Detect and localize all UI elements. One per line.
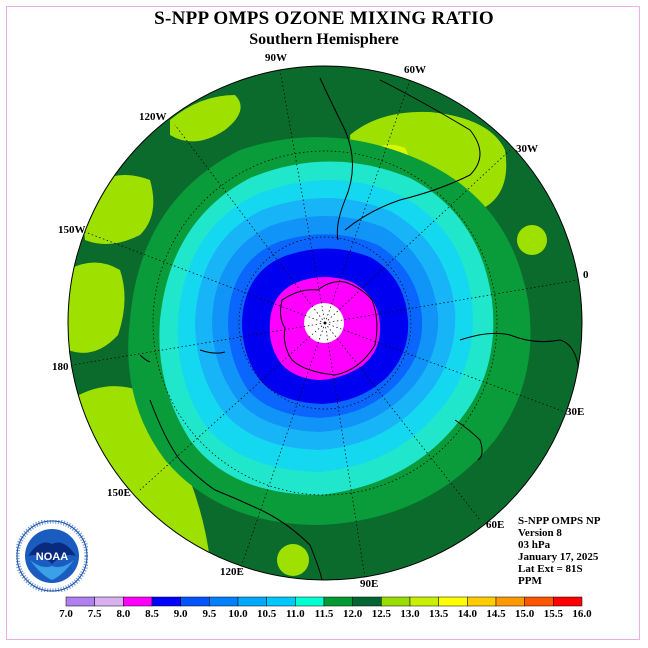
colorbar-tick-label: 7.5 [88, 608, 102, 620]
coastlines [139, 77, 581, 580]
colorbar-tick-label: 9.5 [202, 608, 216, 620]
colorbar-segment [237, 596, 267, 607]
page-frame [6, 6, 640, 640]
ozone-high-blob [277, 544, 309, 576]
colorbar-tick-label: 8.5 [145, 608, 159, 620]
colorbar-tick-label: 14.0 [458, 608, 478, 620]
lon-label: 90W [265, 52, 287, 64]
colorbar-segment [467, 596, 497, 607]
colorbar-tick-label: 15.0 [515, 608, 535, 620]
lon-label: 150E [107, 487, 131, 499]
info-line: S-NPP OMPS NP [518, 515, 601, 527]
meridian-line [324, 79, 411, 324]
colorbar-tick-label: 11.0 [286, 608, 305, 620]
lon-label: 60W [404, 64, 426, 76]
colorbar-segment [65, 596, 95, 607]
colorbar-tick-label: 8.0 [116, 608, 130, 620]
colorbar-segment [266, 596, 296, 607]
meridian-line [71, 322, 326, 366]
colorbar-segment [295, 596, 325, 607]
lon-label: 60E [486, 519, 504, 531]
meridian-line [324, 279, 579, 324]
colorbar-tick-label: 12.0 [343, 608, 363, 620]
ozone-high-blob [170, 95, 241, 142]
lon-label: 30W [516, 143, 538, 155]
colorbar-segment [524, 596, 554, 607]
ozone-high-blob [517, 225, 547, 255]
info-line: 03 hPa [518, 539, 551, 551]
lon-label: 150W [58, 224, 86, 236]
africa-coast [459, 332, 581, 381]
map-subtitle: Southern Hemisphere [249, 31, 399, 48]
meridian-line [174, 124, 326, 324]
lon-label: 120E [220, 566, 244, 578]
map-title: S-NPP OMPS OZONE MIXING RATIO [154, 8, 494, 29]
colorbar-segment [438, 596, 468, 607]
colorbar-tick-label: 13.5 [429, 608, 449, 620]
lon-label: 120W [139, 111, 167, 123]
meridian-line [324, 322, 481, 521]
south-america-coast [319, 77, 353, 241]
colorbar-segment [323, 596, 353, 607]
colorbar-segment [352, 596, 382, 607]
latitude-circle [238, 236, 412, 410]
ozone-high-blob [70, 386, 210, 560]
meridian-line [324, 322, 366, 579]
island-coast [139, 354, 151, 363]
colorbar-tick-label: 13.0 [400, 608, 420, 620]
info-line: Lat Ext = 81S [518, 563, 583, 575]
madagascar-coast [454, 419, 483, 461]
colorbar-tick-label: 11.5 [315, 608, 334, 620]
colorbar-segment [180, 596, 210, 607]
colorbar-segment [123, 596, 153, 607]
colorbar-tick-label: 16.0 [572, 608, 592, 620]
colorbar-segment [151, 596, 181, 607]
colorbar-tick-label: 12.5 [372, 608, 392, 620]
info-line: Version 8 [518, 527, 562, 539]
colorbar-segment [381, 596, 411, 607]
colorbar-tick-label: 10.5 [257, 608, 277, 620]
colorbar-segment [553, 596, 583, 607]
longitude-labels: 90W 60W 120W 30W 150W 0 180 30E 150E 60E… [52, 52, 589, 590]
ozone-field [68, 66, 582, 580]
ozone-high-blob [68, 262, 125, 353]
info-line: January 17, 2025 [518, 551, 599, 563]
info-line: PPM [518, 575, 542, 587]
lon-label: 0 [583, 269, 589, 281]
colorbar-segment [209, 596, 239, 607]
meridian-line [324, 322, 566, 413]
graticule [71, 69, 579, 579]
noaa-logo-text: NOAA [36, 551, 68, 563]
colorbar-tick-label: 7.0 [59, 608, 73, 620]
map-boundary [67, 65, 583, 581]
colorbar-segment [94, 596, 124, 607]
new-zealand-coast [199, 349, 226, 354]
colorbar-tick-label: 15.5 [544, 608, 564, 620]
antarctica-coast [280, 281, 378, 376]
colorbar-segment [495, 596, 525, 607]
meridian-line [84, 231, 326, 324]
south-america-coast [344, 79, 481, 231]
australia-coast [149, 399, 323, 580]
meridian-line [139, 322, 326, 491]
latitude-circle [152, 150, 498, 496]
colorbar-segment [409, 596, 439, 607]
meridian-line [279, 69, 326, 324]
noaa-logo-icon: NOAA [16, 520, 88, 592]
lon-label: 180 [52, 361, 69, 373]
colorbar-tick-label: 10.0 [228, 608, 248, 620]
product-info: S-NPP OMPS NP Version 8 03 hPa January 1… [518, 515, 601, 587]
lon-label: 90E [360, 578, 378, 590]
colorbar-tick-label: 9.0 [174, 608, 188, 620]
lon-label: 30E [566, 406, 584, 418]
colorbar-tick-label: 14.5 [486, 608, 506, 620]
